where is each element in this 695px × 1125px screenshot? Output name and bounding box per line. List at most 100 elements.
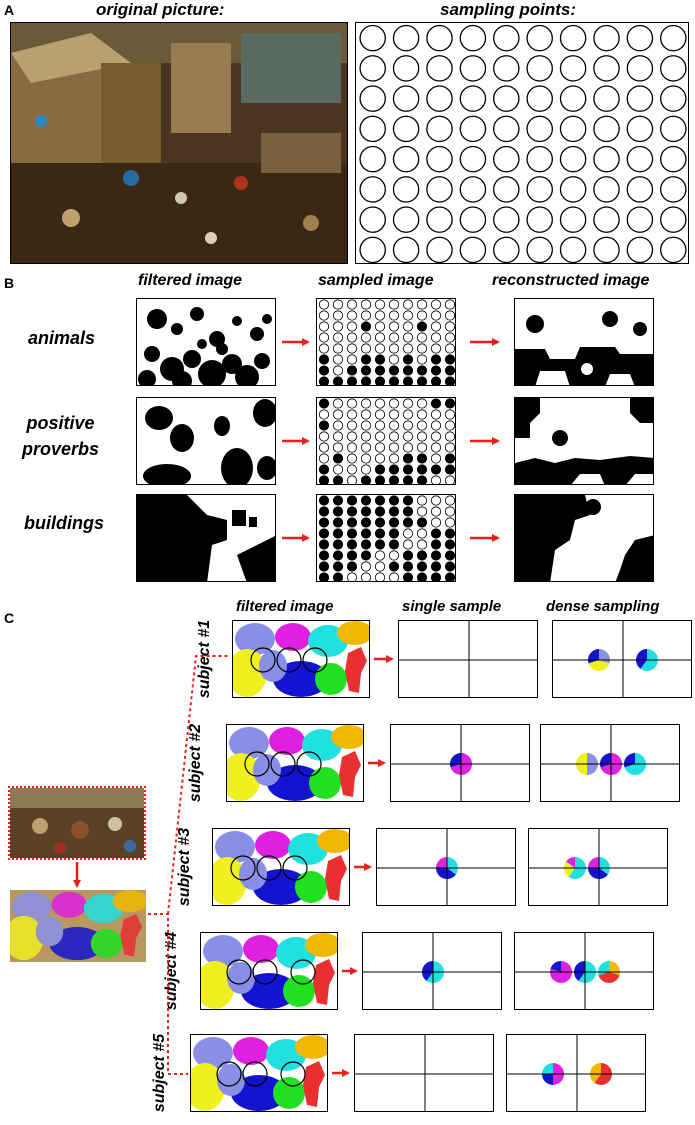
sampling-circle xyxy=(459,55,487,82)
pie-slice xyxy=(436,857,447,868)
sample-point xyxy=(416,299,428,310)
pie-slice xyxy=(447,857,458,875)
sample-point xyxy=(374,475,386,484)
sample-point xyxy=(388,354,400,365)
sample-point xyxy=(346,572,358,581)
sample-point xyxy=(444,464,455,475)
sampling-circle xyxy=(559,145,587,173)
sample-point xyxy=(318,561,330,572)
sample-point xyxy=(318,420,330,431)
sample-point xyxy=(332,572,344,581)
sample-point xyxy=(402,453,414,464)
sample-point xyxy=(374,431,386,442)
sample-point xyxy=(444,550,455,561)
pie-slice xyxy=(542,1063,553,1074)
sample-point xyxy=(332,343,344,354)
sample-point xyxy=(346,528,358,539)
sample-point xyxy=(444,409,455,420)
sampling-circle xyxy=(392,176,420,203)
sample-point xyxy=(332,354,344,365)
pie-slice xyxy=(574,961,585,981)
sampling-circle xyxy=(660,85,687,112)
sample-point xyxy=(332,310,344,321)
sample-point xyxy=(374,495,386,506)
sample-point xyxy=(388,376,400,385)
sample-ring xyxy=(230,855,256,881)
sampling-circle xyxy=(426,145,453,173)
sampling-circle xyxy=(426,236,453,263)
c-subject-label: subject #5 xyxy=(151,1033,168,1113)
sample-point xyxy=(346,464,358,475)
b-sampled-image xyxy=(316,397,456,485)
sample-point xyxy=(416,376,428,385)
sample-point xyxy=(388,561,400,572)
painting-crop-impression xyxy=(10,788,144,858)
sample-point xyxy=(374,332,386,343)
c-filtered-image xyxy=(226,724,364,802)
sample-ring xyxy=(296,751,322,777)
sample-point xyxy=(444,453,455,464)
sample-point xyxy=(332,299,344,310)
pie-slice xyxy=(550,961,561,972)
sample-point xyxy=(416,550,428,561)
sample-point xyxy=(360,528,372,539)
b-reconstructed-image xyxy=(514,494,654,582)
c-dense-sampling xyxy=(528,828,668,906)
sample-point xyxy=(374,550,386,561)
sample-point xyxy=(402,310,414,321)
sampling-circle xyxy=(626,236,654,263)
sampling-circle xyxy=(359,115,386,143)
sample-ring xyxy=(244,751,270,777)
sampling-circle xyxy=(559,115,587,143)
sampling-circle xyxy=(359,145,386,173)
sampling-circle xyxy=(526,24,553,52)
sample-point xyxy=(318,299,330,310)
sampling-circle xyxy=(660,115,687,143)
sampling-circle xyxy=(660,145,687,173)
sample-point xyxy=(430,321,442,332)
sample-point xyxy=(374,506,386,517)
sample-point xyxy=(430,561,442,572)
sample-point xyxy=(346,321,358,332)
pie-slice xyxy=(588,868,608,879)
b-sampled-image xyxy=(316,298,456,386)
sample-point xyxy=(430,376,442,385)
sample-point xyxy=(402,506,414,517)
sample-point xyxy=(416,528,428,539)
sample-point xyxy=(402,343,414,354)
sample-point xyxy=(318,431,330,442)
pie-slice xyxy=(566,857,575,868)
sample-point xyxy=(444,442,455,453)
c-single-sample xyxy=(362,932,502,1010)
sample-point xyxy=(346,354,358,365)
sample-point xyxy=(402,398,414,409)
c-single-sample xyxy=(376,828,516,906)
sample-point xyxy=(346,561,358,572)
sample-point xyxy=(444,495,455,506)
b-row-label-animals: animals xyxy=(28,328,96,348)
sample-point xyxy=(430,431,442,442)
sample-point xyxy=(360,310,372,321)
sample-point xyxy=(402,332,414,343)
sample-point xyxy=(402,354,414,365)
sample-point xyxy=(318,310,330,321)
sampling-circle xyxy=(660,24,687,52)
sample-point xyxy=(332,376,344,385)
sampling-points-title: sampling points: xyxy=(440,0,576,19)
sampling-circle xyxy=(660,176,687,203)
sample-point xyxy=(318,354,330,365)
sampling-circle xyxy=(559,24,587,52)
sample-point xyxy=(416,572,428,581)
sample-point xyxy=(318,528,330,539)
sample-point xyxy=(374,517,386,528)
sample-point xyxy=(346,506,358,517)
original-picture-title: original picture: xyxy=(96,0,225,19)
sampling-circle xyxy=(593,55,620,82)
b-filtered-header: filtered image xyxy=(138,272,243,289)
sampling-circle xyxy=(626,24,654,52)
sample-point xyxy=(430,343,442,354)
sample-point xyxy=(360,343,372,354)
pie-slice xyxy=(564,861,575,877)
sample-point xyxy=(402,299,414,310)
sampling-circle xyxy=(459,206,487,233)
